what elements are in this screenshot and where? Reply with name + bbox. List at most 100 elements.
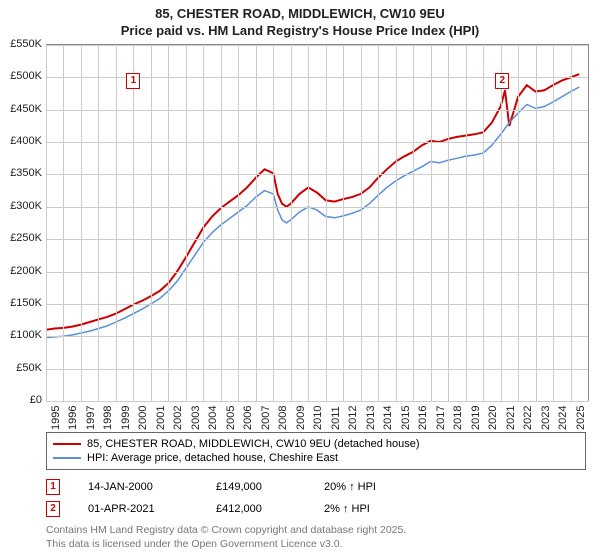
gridline-v — [291, 45, 292, 401]
x-axis-label: 2000 — [137, 406, 149, 430]
gridline-v — [571, 45, 572, 401]
title-subtitle: Price paid vs. HM Land Registry's House … — [0, 23, 600, 40]
legend-swatch — [53, 457, 81, 459]
gridline-h — [46, 174, 588, 175]
series-red — [46, 74, 579, 330]
y-axis-label: £450K — [0, 103, 42, 115]
y-axis-label: £150K — [0, 297, 42, 309]
y-axis-label: £50K — [0, 362, 42, 374]
gridline-h — [46, 336, 588, 337]
gridline-h — [46, 45, 588, 46]
x-axis-label: 1998 — [102, 406, 114, 430]
gridline-v — [81, 45, 82, 401]
gridline-v — [151, 45, 152, 401]
y-axis-label: £350K — [0, 167, 42, 179]
x-axis-label: 2005 — [225, 406, 237, 430]
title-address: 85, CHESTER ROAD, MIDDLEWICH, CW10 9EU — [0, 6, 600, 23]
x-axis-label: 2024 — [557, 406, 569, 430]
gridline-v — [396, 45, 397, 401]
gridline-v — [273, 45, 274, 401]
gridline-v — [186, 45, 187, 401]
gridline-v — [98, 45, 99, 401]
x-axis-label: 2001 — [155, 406, 167, 430]
x-axis-label: 2025 — [575, 406, 587, 430]
x-axis-label: 2014 — [382, 406, 394, 430]
footer-line2: This data is licensed under the Open Gov… — [46, 538, 406, 552]
y-axis-label: £550K — [0, 38, 42, 50]
gridline-v — [553, 45, 554, 401]
gridline-v — [361, 45, 362, 401]
x-axis-label: 2022 — [522, 406, 534, 430]
sale-price: £149,000 — [216, 481, 296, 493]
gridline-v — [256, 45, 257, 401]
gridline-v — [116, 45, 117, 401]
plot-area: 12 — [46, 44, 589, 401]
sales-table: 114-JAN-2000£149,00020% ↑ HPI201-APR-202… — [46, 476, 586, 520]
gridline-v — [378, 45, 379, 401]
x-axis-label: 2002 — [172, 406, 184, 430]
sale-marker-1: 1 — [126, 73, 140, 89]
footer-attribution: Contains HM Land Registry data © Crown c… — [46, 524, 406, 551]
sale-row-marker: 2 — [46, 501, 60, 517]
gridline-v — [343, 45, 344, 401]
gridline-v — [203, 45, 204, 401]
sale-date: 14-JAN-2000 — [88, 481, 188, 493]
gridline-v — [466, 45, 467, 401]
gridline-h — [46, 304, 588, 305]
sale-pct: 2% ↑ HPI — [324, 503, 424, 515]
gridline-v — [238, 45, 239, 401]
legend-label: 85, CHESTER ROAD, MIDDLEWICH, CW10 9EU (… — [87, 438, 420, 450]
sale-marker-2: 2 — [495, 73, 509, 89]
sale-row: 201-APR-2021£412,0002% ↑ HPI — [46, 498, 586, 520]
x-axis-label: 2015 — [400, 406, 412, 430]
footer-line1: Contains HM Land Registry data © Crown c… — [46, 524, 406, 538]
sale-pct: 20% ↑ HPI — [324, 481, 424, 493]
sale-row: 114-JAN-2000£149,00020% ↑ HPI — [46, 476, 586, 498]
gridline-v — [326, 45, 327, 401]
sale-price: £412,000 — [216, 503, 296, 515]
gridline-v — [168, 45, 169, 401]
gridline-v — [133, 45, 134, 401]
y-axis-label: £250K — [0, 232, 42, 244]
y-axis-label: £0 — [0, 394, 42, 406]
x-axis-label: 2019 — [470, 406, 482, 430]
chart-container: 85, CHESTER ROAD, MIDDLEWICH, CW10 9EU P… — [0, 0, 600, 560]
legend-label: HPI: Average price, detached house, Ches… — [87, 452, 338, 464]
gridline-v — [46, 45, 47, 401]
gridline-v — [308, 45, 309, 401]
gridline-v — [221, 45, 222, 401]
legend: 85, CHESTER ROAD, MIDDLEWICH, CW10 9EU (… — [46, 432, 586, 470]
gridline-v — [536, 45, 537, 401]
gridline-h — [46, 239, 588, 240]
x-axis-label: 2012 — [347, 406, 359, 430]
legend-swatch — [53, 443, 81, 445]
gridline-v — [63, 45, 64, 401]
gridline-h — [46, 142, 588, 143]
y-axis-label: £400K — [0, 135, 42, 147]
gridline-v — [518, 45, 519, 401]
x-axis-label: 2017 — [435, 406, 447, 430]
gridline-v — [448, 45, 449, 401]
line-plot-svg — [46, 45, 588, 401]
gridline-v — [431, 45, 432, 401]
x-axis-label: 1997 — [85, 406, 97, 430]
x-axis-label: 2018 — [452, 406, 464, 430]
gridline-h — [46, 401, 588, 402]
x-axis-label: 2011 — [330, 406, 342, 430]
gridline-h — [46, 110, 588, 111]
x-axis-label: 2009 — [295, 406, 307, 430]
y-axis-label: £100K — [0, 329, 42, 341]
x-axis-label: 1999 — [120, 406, 132, 430]
x-axis-label: 2013 — [365, 406, 377, 430]
legend-row: HPI: Average price, detached house, Ches… — [53, 451, 579, 465]
legend-row: 85, CHESTER ROAD, MIDDLEWICH, CW10 9EU (… — [53, 437, 579, 451]
x-axis-label: 2010 — [312, 406, 324, 430]
title-block: 85, CHESTER ROAD, MIDDLEWICH, CW10 9EU P… — [0, 0, 600, 40]
y-axis-label: £300K — [0, 200, 42, 212]
x-axis-label: 2021 — [505, 406, 517, 430]
x-axis-label: 2003 — [190, 406, 202, 430]
series-blue — [46, 87, 579, 338]
gridline-v — [413, 45, 414, 401]
y-axis-label: £500K — [0, 70, 42, 82]
x-axis-label: 2020 — [487, 406, 499, 430]
